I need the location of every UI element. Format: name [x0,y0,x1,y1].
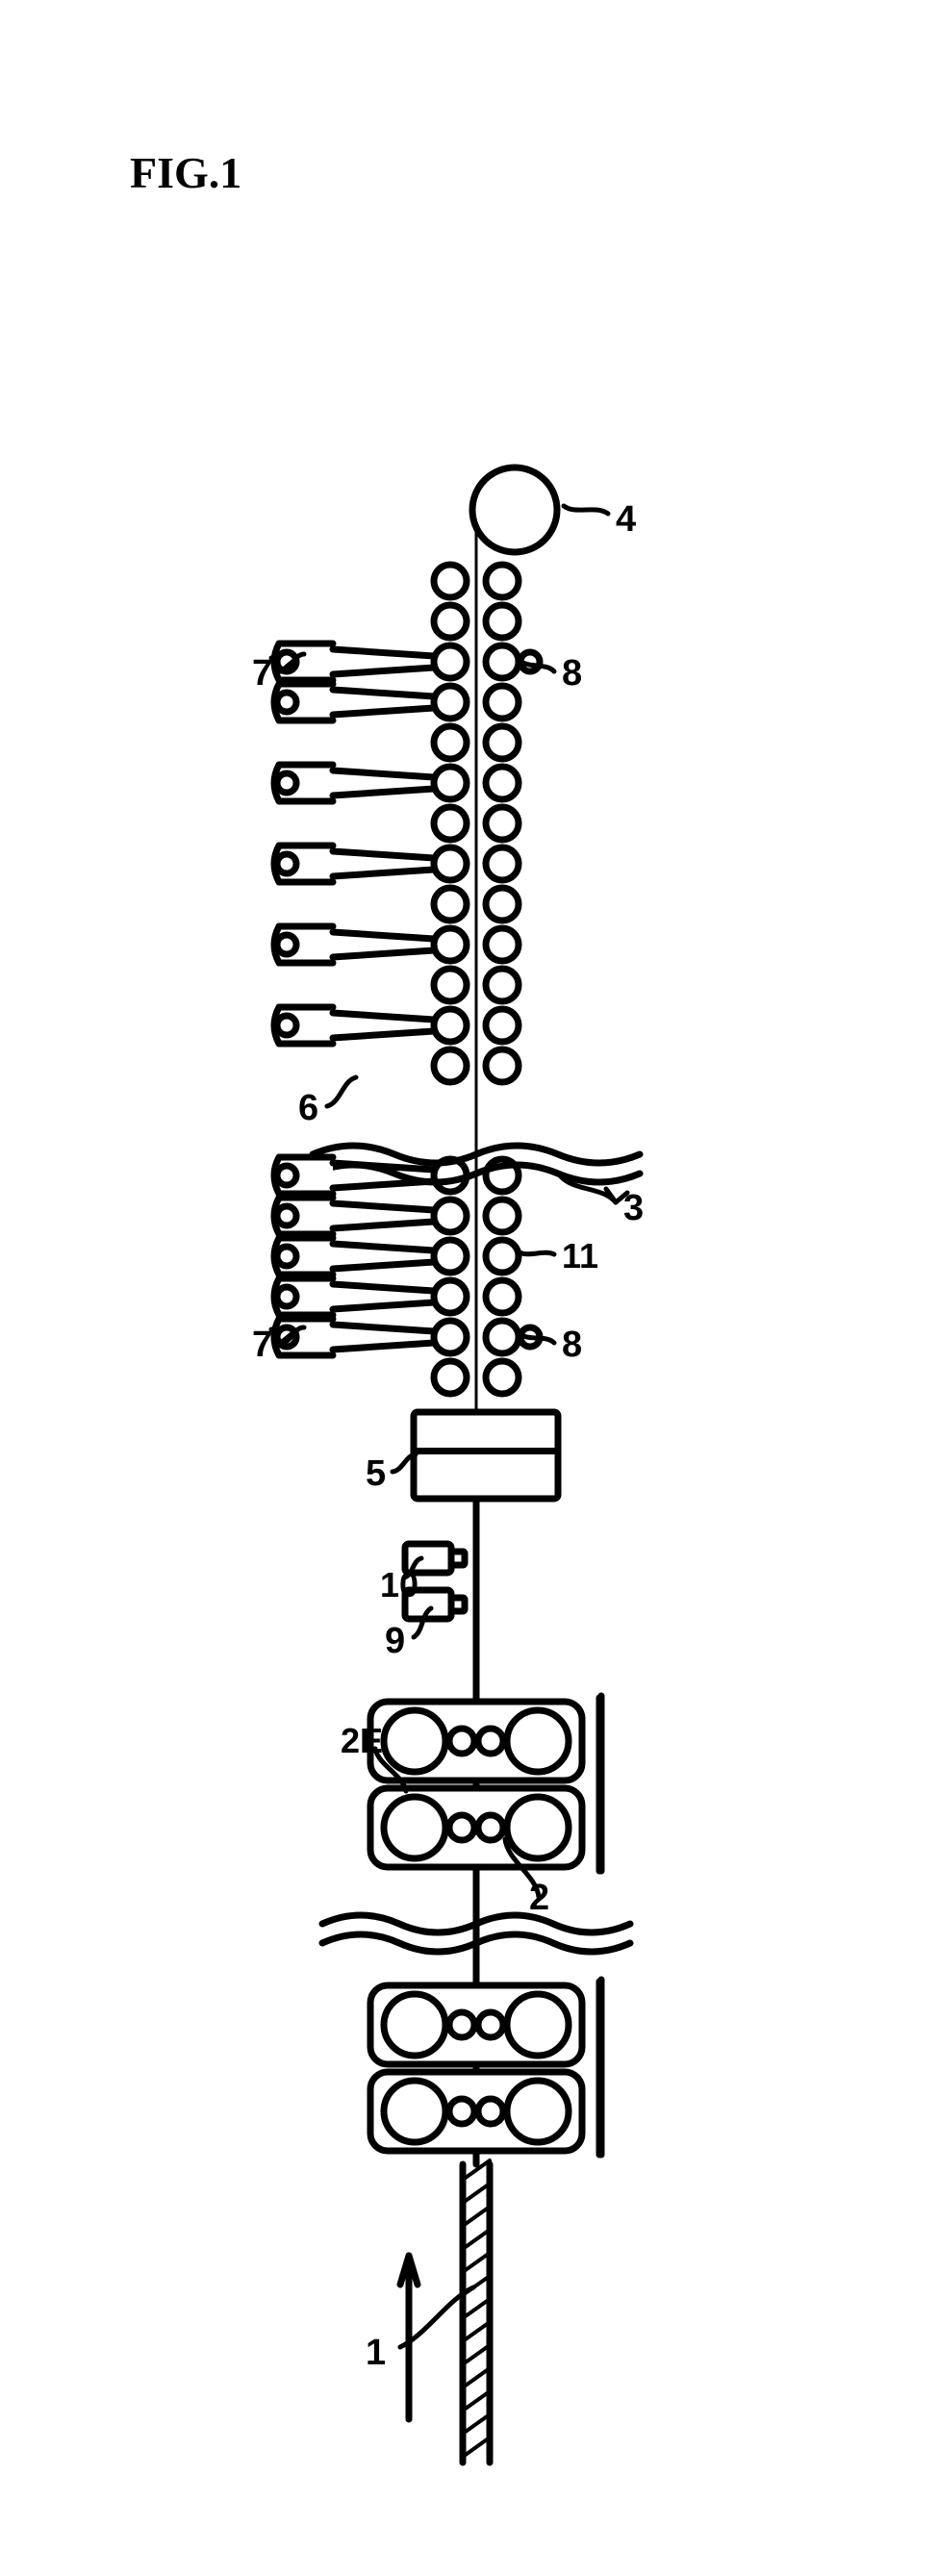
ref-label: 1 [366,2287,473,2373]
ref-label: 4 [564,499,636,540]
ref-label: 10 [380,1558,421,1604]
ref-label: 11 [520,1236,598,1275]
cooler-unit [274,684,434,720]
cooler-unit [274,846,434,882]
mill-stand [370,1696,601,1784]
ref-label: 6 [298,1077,356,1128]
shear-box [414,1412,558,1499]
cooler-unit [274,1198,434,1234]
cooler-unit [274,1278,434,1315]
svg-text:11: 11 [562,1236,598,1275]
svg-text:9: 9 [385,1621,405,1661]
mill-stand [370,1782,601,1871]
cooler-unit [274,1319,434,1355]
mill-stand [370,1980,601,2068]
svg-text:6: 6 [298,1088,318,1128]
figure-label: FIG.1 [130,148,241,197]
cooler-unit [274,1238,434,1275]
cooler-unit [274,926,434,963]
svg-text:4: 4 [616,499,636,540]
svg-text:5: 5 [366,1453,386,1494]
ref-label: 5 [366,1453,416,1494]
mill-stand [370,2066,601,2155]
svg-text:8: 8 [562,653,582,694]
cooler-unit [274,765,434,801]
cooler-unit [274,644,434,680]
cooler-unit [274,1007,434,1044]
coiler [472,467,557,552]
svg-text:8: 8 [562,1325,582,1365]
svg-text:1: 1 [366,2333,386,2373]
